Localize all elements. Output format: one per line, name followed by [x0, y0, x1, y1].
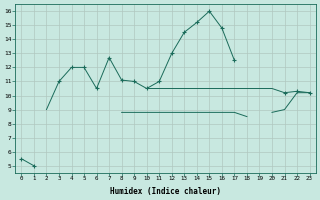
X-axis label: Humidex (Indice chaleur): Humidex (Indice chaleur) — [110, 187, 221, 196]
